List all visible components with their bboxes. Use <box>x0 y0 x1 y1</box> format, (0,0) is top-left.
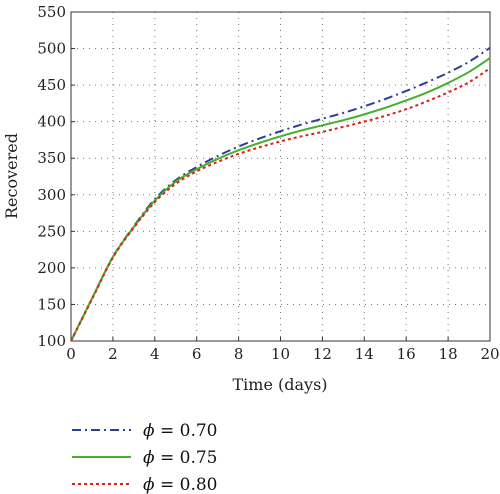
y-tick-label: 450 <box>37 76 66 94</box>
x-tick-label: 14 <box>355 345 374 363</box>
y-tick-label: 200 <box>37 259 66 277</box>
x-tick-label: 10 <box>271 345 290 363</box>
x-axis-label: Time (days) <box>232 375 327 394</box>
series-lines <box>70 46 491 342</box>
y-tick-label: 500 <box>37 40 66 58</box>
axis-ticks: 0 2 4 6 8 10 12 14 16 18 20 100 150 200 250 300 350 400 45… <box>37 3 499 363</box>
x-tick-label: 18 <box>439 345 458 363</box>
y-tick-label: 100 <box>37 332 66 350</box>
x-tick-label: 12 <box>313 345 332 363</box>
x-tick-label: 6 <box>192 345 202 363</box>
y-tick-label: 150 <box>37 295 66 313</box>
y-tick-label: 550 <box>37 3 66 21</box>
grid <box>71 12 490 341</box>
legend-label-1: ϕ = 0.70 <box>143 421 218 441</box>
y-tick-label: 300 <box>37 186 66 204</box>
x-tick-label: 4 <box>150 345 160 363</box>
x-tick-label: 16 <box>397 345 416 363</box>
x-tick-label: 20 <box>480 345 499 363</box>
y-tick-label: 350 <box>37 149 66 167</box>
y-tick-label: 400 <box>37 113 66 131</box>
x-tick-label: 0 <box>66 345 76 363</box>
legend-label-2: ϕ = 0.75 <box>143 448 218 468</box>
series-line-3 <box>70 67 491 342</box>
legend-label-3: ϕ = 0.80 <box>143 475 218 494</box>
plot-frame <box>70 11 491 342</box>
x-tick-label: 2 <box>108 345 118 363</box>
y-axis-label: Recovered <box>2 133 21 219</box>
y-tick-label: 250 <box>37 222 66 240</box>
legend: ϕ = 0.70 ϕ = 0.75 ϕ = 0.80 <box>72 421 218 494</box>
x-tick-label: 8 <box>234 345 244 363</box>
